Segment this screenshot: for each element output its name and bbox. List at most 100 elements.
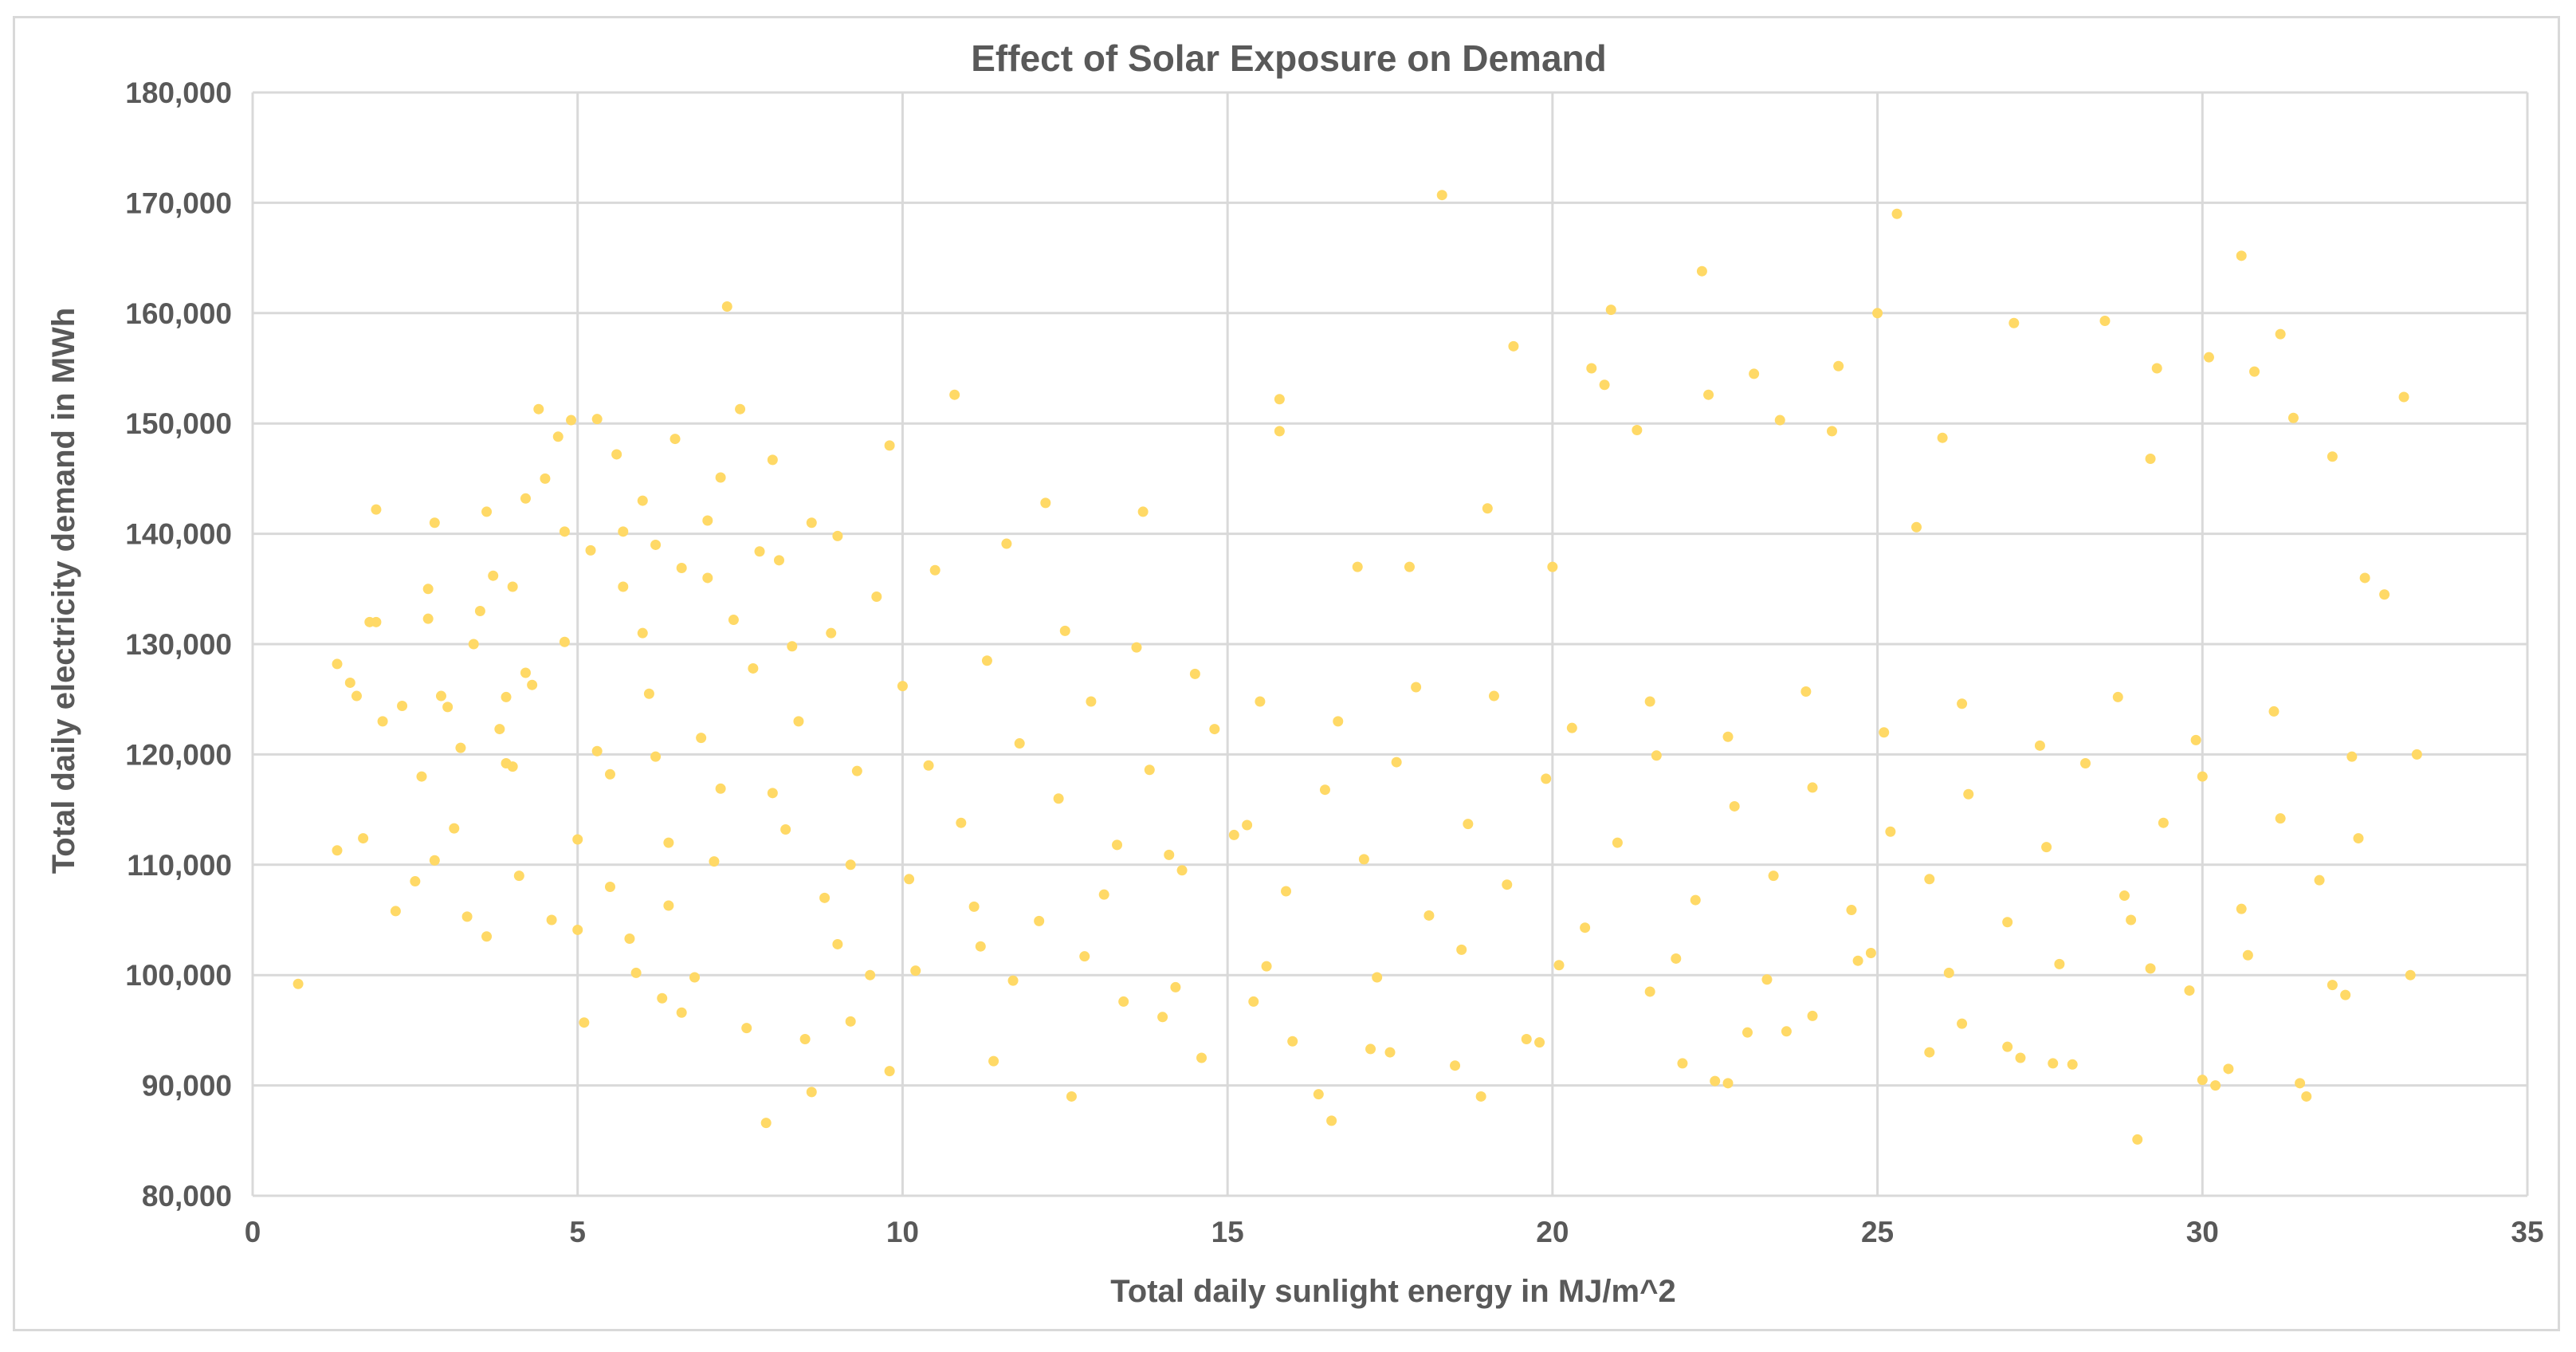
x-tick-label: 15	[1211, 1216, 1244, 1248]
data-points	[293, 190, 2422, 1145]
data-point	[2236, 250, 2247, 261]
y-tick-label: 100,000	[125, 959, 232, 992]
data-point	[2048, 1058, 2059, 1069]
data-point	[676, 1007, 687, 1018]
data-point	[1671, 953, 1682, 964]
data-point	[2340, 989, 2351, 1000]
data-point	[845, 1016, 856, 1027]
data-point	[787, 641, 798, 652]
data-point	[2275, 813, 2286, 824]
y-tick-label: 150,000	[125, 407, 232, 440]
data-point	[689, 972, 700, 983]
data-point	[767, 454, 778, 466]
data-point	[851, 765, 862, 776]
data-point	[2080, 757, 2091, 768]
data-point	[1131, 642, 1142, 653]
data-point	[481, 506, 493, 517]
data-point	[871, 591, 882, 602]
data-point	[358, 833, 369, 844]
data-point	[968, 901, 980, 912]
data-point	[1404, 561, 1415, 572]
data-point	[2411, 749, 2422, 760]
data-point	[884, 440, 895, 451]
data-point	[1456, 944, 1467, 955]
data-point	[390, 906, 401, 917]
data-point	[650, 539, 662, 550]
data-point	[1826, 426, 1837, 437]
data-point	[371, 616, 382, 627]
data-point	[1053, 793, 1064, 804]
data-point	[1566, 722, 1577, 733]
data-point	[1209, 724, 1220, 735]
scatter-chart: Effect of Solar Exposure on Demand 0 5 10 1…	[46, 37, 2544, 1309]
data-point	[429, 517, 440, 529]
data-point	[637, 495, 648, 506]
data-point	[332, 845, 343, 856]
data-point	[1034, 915, 1045, 926]
chart-frame: Effect of Solar Exposure on Demand 0 5 10 1…	[13, 16, 2560, 1331]
data-point	[2119, 890, 2130, 902]
data-point	[1274, 394, 1285, 405]
data-point	[468, 639, 479, 650]
data-point	[1170, 981, 1181, 992]
data-point	[1157, 1012, 1168, 1023]
data-point	[1722, 1078, 1734, 1089]
data-point	[2112, 691, 2123, 702]
data-point	[494, 724, 505, 735]
data-point	[559, 636, 570, 647]
data-point	[2327, 980, 2338, 991]
data-point	[1963, 788, 1974, 800]
data-point	[988, 1055, 999, 1067]
data-point	[949, 389, 960, 400]
data-point	[2327, 451, 2338, 462]
data-point	[377, 716, 388, 727]
data-point	[1729, 800, 1740, 812]
data-point	[1651, 750, 1662, 761]
data-point	[1761, 974, 1773, 985]
data-point	[2132, 1134, 2143, 1145]
data-point	[2301, 1091, 2312, 1102]
x-tick-label: 10	[886, 1216, 919, 1248]
data-point	[2353, 833, 2364, 844]
data-point	[1742, 1027, 1753, 1038]
data-point	[2015, 1052, 2026, 1063]
data-point	[2295, 1078, 2306, 1089]
data-point	[1768, 871, 1779, 882]
data-point	[2268, 705, 2280, 717]
data-point	[929, 564, 940, 576]
data-point	[1632, 425, 1643, 436]
data-point	[293, 978, 304, 989]
data-point	[2099, 315, 2111, 326]
data-point	[702, 572, 713, 584]
data-point	[618, 526, 629, 537]
data-point	[2002, 917, 2013, 928]
data-point	[1482, 503, 1493, 514]
data-point	[2275, 328, 2286, 340]
data-point	[2197, 771, 2208, 782]
data-point	[351, 690, 362, 702]
data-point	[1423, 910, 1435, 921]
tick-labels: 0 5 10 15 20 25 30 35 80,000 90,000 100,000 110,000…	[125, 77, 2543, 1248]
data-point	[435, 690, 446, 702]
data-point	[2242, 949, 2253, 961]
data-point	[481, 931, 493, 942]
data-point	[956, 817, 967, 828]
data-point	[897, 681, 908, 692]
data-point	[728, 615, 739, 626]
data-point	[1475, 1091, 1486, 1102]
data-point	[2054, 958, 2065, 969]
y-tick-label: 140,000	[125, 518, 232, 551]
data-point	[1411, 682, 1422, 693]
data-point	[604, 881, 615, 892]
data-point	[1807, 1010, 1818, 1021]
data-point	[1242, 819, 1253, 831]
x-tick-label: 20	[1536, 1216, 1569, 1248]
data-point	[2359, 572, 2370, 584]
data-point	[1001, 538, 1012, 549]
data-point	[1885, 826, 1896, 837]
data-point	[1352, 561, 1363, 572]
data-point	[2236, 903, 2247, 914]
data-point	[2314, 874, 2325, 886]
data-point	[585, 544, 596, 556]
data-point	[2184, 985, 2195, 996]
